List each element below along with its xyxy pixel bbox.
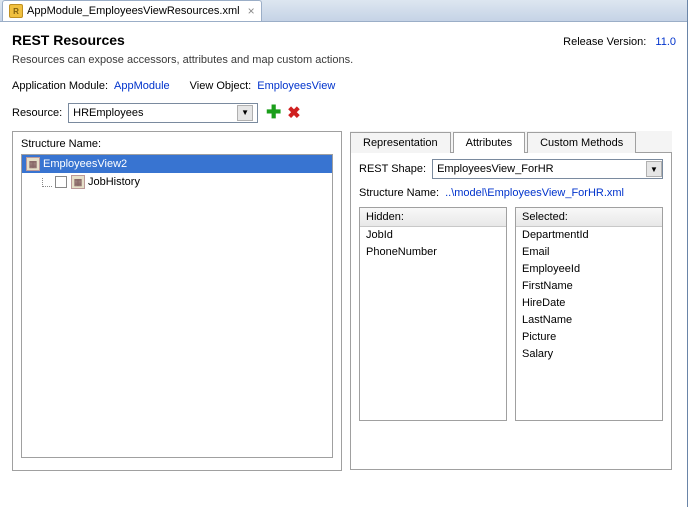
tree-checkbox[interactable]: [55, 176, 67, 188]
page-subtitle: Resources can expose accessors, attribut…: [12, 54, 676, 66]
list-item[interactable]: DepartmentId: [516, 227, 662, 244]
xml-file-icon: R: [9, 4, 23, 18]
chevron-down-icon: ▼: [646, 161, 662, 177]
version-label: Release Version:: [563, 36, 646, 48]
selected-list[interactable]: Selected: DepartmentIdEmailEmployeeIdFir…: [515, 207, 663, 421]
page-title: REST Resources: [12, 32, 125, 48]
tree-node-root-label: EmployeesView2: [43, 158, 127, 170]
resource-select-value: HREmployees: [73, 107, 143, 119]
tab-content: REST Shape: EmployeesView_ForHR ▼ Struct…: [350, 152, 672, 470]
view-object-icon: ▦: [71, 175, 85, 189]
resource-row: Resource: HREmployees ▼ ✚ ✖: [12, 102, 676, 123]
app-module-label: Application Module:: [12, 80, 108, 92]
view-object-icon: ▦: [26, 157, 40, 171]
app-module-link[interactable]: AppModule: [114, 80, 170, 92]
rest-shape-label: REST Shape:: [359, 163, 426, 175]
tree-connector: [42, 178, 52, 187]
add-icon[interactable]: ✚: [266, 102, 281, 123]
tree-node-child-label: JobHistory: [88, 176, 140, 188]
version-value[interactable]: 11.0: [655, 36, 676, 48]
struct-name-label: Structure Name:: [359, 187, 439, 199]
file-tab[interactable]: R AppModule_EmployeesViewResources.xml ×: [2, 0, 262, 21]
selected-list-header: Selected:: [516, 208, 662, 227]
list-item[interactable]: LastName: [516, 312, 662, 329]
struct-name-link[interactable]: ..\model\EmployeesView_ForHR.xml: [445, 187, 624, 199]
list-item[interactable]: Picture: [516, 329, 662, 346]
tab-custom-methods[interactable]: Custom Methods: [527, 132, 636, 153]
rest-shape-value: EmployeesView_ForHR: [437, 163, 554, 175]
view-object-link[interactable]: EmployeesView: [257, 80, 335, 92]
hidden-list-header: Hidden:: [360, 208, 506, 227]
tree-node-root[interactable]: ▦ EmployeesView2: [22, 155, 332, 173]
tab-attributes[interactable]: Attributes: [453, 132, 525, 153]
sub-tabs: Representation Attributes Custom Methods: [350, 131, 672, 152]
resource-select[interactable]: HREmployees ▼: [68, 103, 258, 123]
list-item[interactable]: Salary: [516, 346, 662, 363]
tab-representation[interactable]: Representation: [350, 132, 451, 153]
release-version: Release Version: 11.0: [563, 36, 676, 48]
structure-tree[interactable]: ▦ EmployeesView2 ▦ JobHistory: [21, 154, 333, 458]
file-tab-title: AppModule_EmployeesViewResources.xml: [27, 5, 240, 17]
delete-icon[interactable]: ✖: [287, 103, 300, 123]
structure-label: Structure Name:: [21, 138, 333, 150]
main-content: REST Resources Release Version: 11.0 Res…: [0, 22, 688, 481]
structure-panel: Structure Name: ▦ EmployeesView2 ▦ JobHi…: [12, 131, 342, 471]
list-item[interactable]: JobId: [360, 227, 506, 244]
hidden-list[interactable]: Hidden: JobIdPhoneNumber: [359, 207, 507, 421]
list-item[interactable]: PhoneNumber: [360, 244, 506, 261]
list-item[interactable]: FirstName: [516, 278, 662, 295]
module-row: Application Module: AppModule View Objec…: [12, 80, 676, 92]
chevron-down-icon: ▼: [237, 105, 253, 121]
editor-tab-bar: R AppModule_EmployeesViewResources.xml ×: [0, 0, 688, 22]
rest-shape-select[interactable]: EmployeesView_ForHR ▼: [432, 159, 663, 179]
list-item[interactable]: EmployeeId: [516, 261, 662, 278]
tree-node-child[interactable]: ▦ JobHistory: [22, 173, 332, 191]
list-item[interactable]: Email: [516, 244, 662, 261]
view-object-label: View Object:: [190, 80, 252, 92]
list-item[interactable]: HireDate: [516, 295, 662, 312]
resource-label: Resource:: [12, 107, 62, 119]
detail-panel: Representation Attributes Custom Methods…: [350, 131, 672, 471]
close-icon[interactable]: ×: [248, 4, 255, 18]
